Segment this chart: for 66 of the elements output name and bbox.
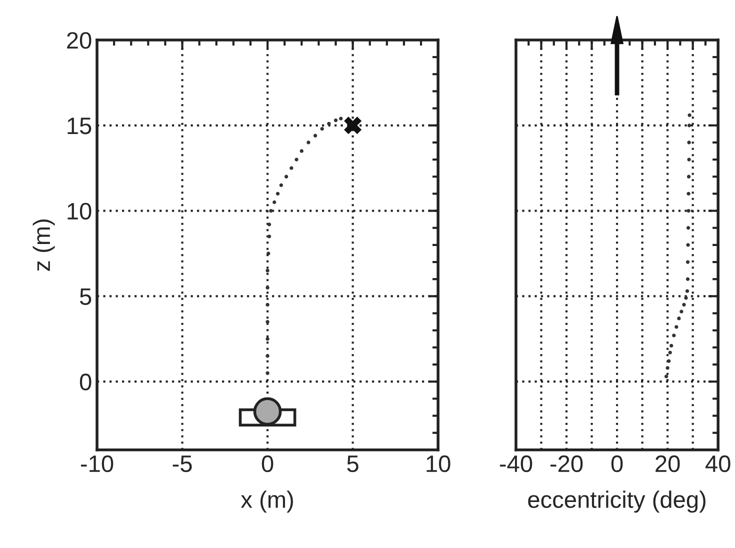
point <box>686 260 690 264</box>
point <box>686 192 690 196</box>
x-tick-label: 20 <box>656 455 680 472</box>
point <box>339 116 343 120</box>
point <box>688 113 692 117</box>
point <box>684 296 688 300</box>
point <box>664 374 668 378</box>
x-tick-label: -5 <box>172 456 192 472</box>
point <box>686 226 690 230</box>
x-tick-label: 0 <box>262 455 274 472</box>
point <box>266 286 270 290</box>
point <box>686 277 690 281</box>
point <box>269 208 273 213</box>
point <box>306 140 310 144</box>
x-tick-label: 0 <box>611 455 623 472</box>
point <box>687 124 692 128</box>
point <box>276 192 280 196</box>
point <box>682 302 686 307</box>
point <box>266 302 270 307</box>
point <box>327 122 331 126</box>
y-tick-label: 15 <box>68 118 92 134</box>
point <box>266 354 270 358</box>
point <box>666 359 671 363</box>
y-tick-label: 20 <box>67 32 92 49</box>
x-axis-title: eccentricity (deg) <box>528 490 706 513</box>
y-tick-label: 0 <box>80 374 92 390</box>
point <box>266 320 270 324</box>
y-axis-title: z (m) <box>32 220 55 271</box>
x-tick-label: -40 <box>500 455 532 472</box>
point <box>284 174 288 178</box>
point <box>686 174 691 178</box>
point <box>670 344 674 348</box>
point <box>267 222 272 226</box>
point <box>266 371 270 375</box>
x-tick-label: -10 <box>81 455 114 472</box>
point <box>677 316 681 320</box>
y-tick-label: 10 <box>68 202 92 220</box>
x-tick-label: 5 <box>347 456 358 472</box>
point <box>313 134 318 138</box>
point <box>294 158 298 162</box>
point <box>266 337 270 341</box>
x-tick-label: 40 <box>706 455 730 472</box>
point <box>290 166 294 170</box>
point <box>687 140 691 144</box>
y-tick-label: 5 <box>80 288 92 305</box>
point <box>687 158 691 162</box>
point <box>674 325 678 329</box>
point <box>267 234 272 238</box>
point <box>279 183 284 188</box>
point <box>666 366 670 370</box>
point <box>334 118 338 122</box>
point <box>680 310 684 314</box>
x-tick-label: -20 <box>550 455 583 472</box>
point <box>686 208 690 213</box>
point <box>686 243 690 247</box>
point <box>668 350 672 354</box>
point <box>272 200 276 204</box>
x-axis-title: x (m) <box>240 490 293 513</box>
point <box>266 252 270 256</box>
point <box>672 334 676 338</box>
point <box>320 126 324 131</box>
point <box>344 116 362 134</box>
point <box>300 149 304 153</box>
x-tick-label: 10 <box>426 455 450 472</box>
point <box>266 268 270 272</box>
point <box>685 289 690 293</box>
